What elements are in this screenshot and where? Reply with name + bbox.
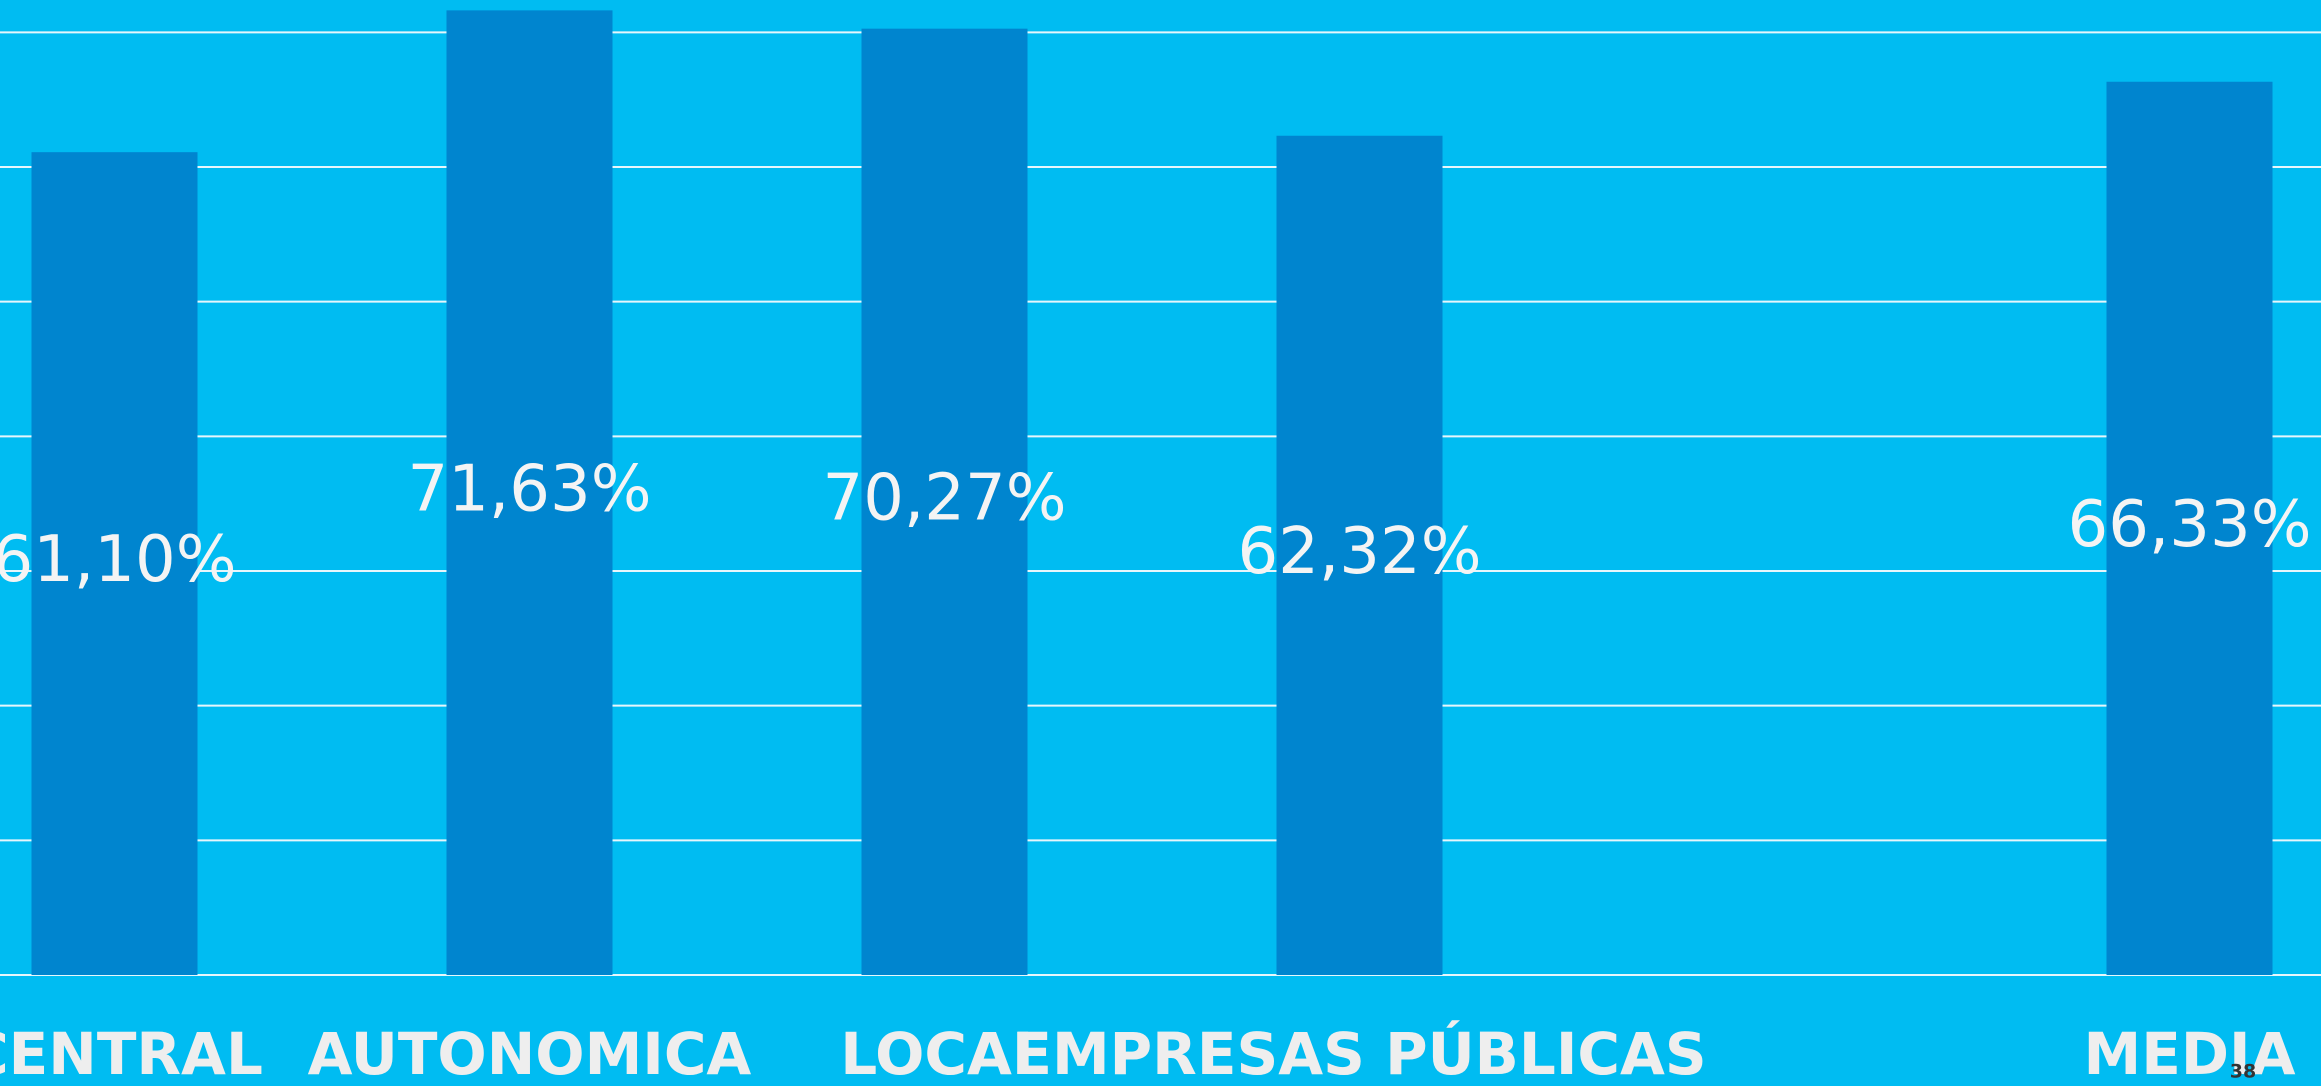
x-tick-label: AUTONOMICA [308,1020,752,1086]
value-label: 70,27% [822,461,1066,535]
bar [861,28,1028,976]
x-tick-label: CENTRAL [0,1020,263,1086]
value-label: 61,10% [0,523,237,597]
value-label: 62,32% [1237,515,1481,589]
x-tick-label: LOCAL [840,1020,1049,1086]
bar [1276,135,1443,975]
value-label: 66,33% [2067,488,2311,562]
x-tick-label: EMPRESAS PÚBLICAS [1012,1019,1706,1086]
page-number: 38 [2230,1061,2256,1083]
bar [446,10,613,976]
x-tick-label: MEDIA [2084,1020,2296,1086]
bar [2106,81,2273,976]
value-label: 71,63% [407,452,651,526]
bar [31,152,198,975]
